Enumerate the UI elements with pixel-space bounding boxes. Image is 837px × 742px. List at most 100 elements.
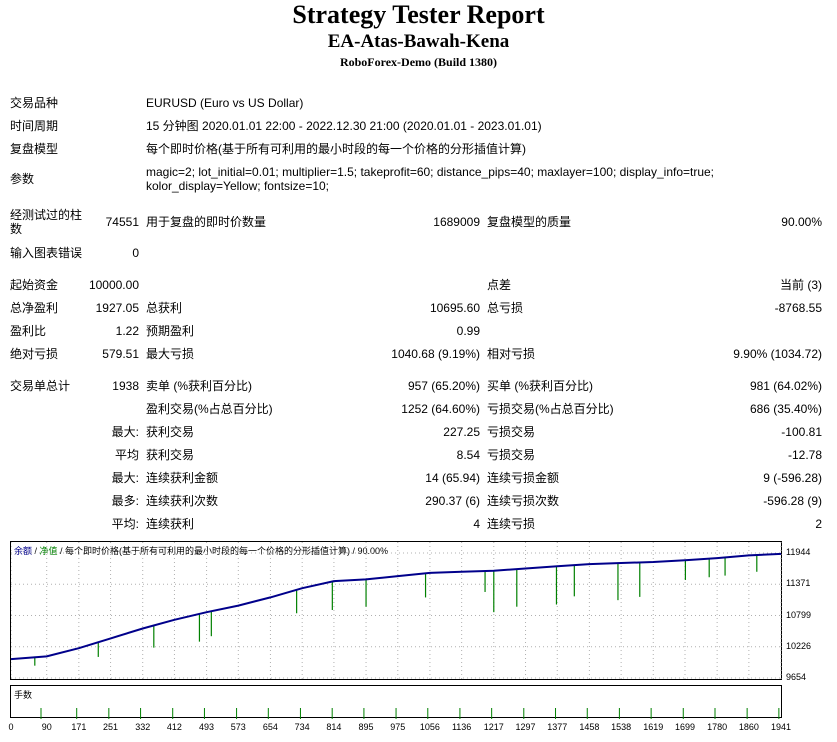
average-loss-value: -12.78 <box>787 448 822 462</box>
average-label: 平均 <box>114 448 139 462</box>
legend-balance: 余额 <box>14 546 33 556</box>
abs-drawdown-value: 579.51 <box>102 347 139 361</box>
errors-value: 0 <box>132 246 139 260</box>
legend-rest: / 每个即时价格(基于所有可利用的最小时段的每一个价格的分形插值计算) / 90… <box>57 546 389 556</box>
x-tick-label: 171 <box>71 722 87 732</box>
x-tick-label: 1699 <box>674 722 695 732</box>
net-profit-label: 总净盈利 <box>10 301 59 315</box>
y-tick-label: 11371 <box>786 578 811 589</box>
average-profit-value: 8.54 <box>456 448 480 462</box>
balance-chart-plot <box>11 542 783 681</box>
lots-chart: 手数 <box>10 685 782 719</box>
x-tick-label: 412 <box>166 722 182 732</box>
model-label: 复盘模型 <box>10 142 59 156</box>
x-tick-label: 0 <box>8 722 14 732</box>
profit-trades-label: 盈利交易(%占总百分比) <box>146 402 273 416</box>
bars-label-1: 经测试过的柱 <box>10 208 83 222</box>
x-tick-label: 1941 <box>770 722 792 732</box>
x-tick-label: 1780 <box>707 722 728 732</box>
expected-payoff-value: 0.99 <box>456 324 480 338</box>
ea-name: EA-Atas-Bawah-Kena <box>327 31 510 52</box>
x-tick-label: 251 <box>103 722 119 732</box>
max-drawdown-label: 最大亏损 <box>146 347 195 361</box>
profit-trades-value: 1252 (64.60%) <box>401 402 480 416</box>
lots-chart-plot <box>40 708 780 719</box>
loss-trades-value: 686 (35.40%) <box>749 402 822 416</box>
x-tick-label: 1619 <box>643 722 664 732</box>
gross-loss-value: -8768.55 <box>774 301 822 315</box>
x-tick-label: 1136 <box>451 722 472 732</box>
avg-consec-losses-value: 2 <box>815 517 822 531</box>
bars-value: 74551 <box>105 215 139 229</box>
y-tick-label: 9654 <box>786 672 807 682</box>
x-tick-label: 814 <box>326 722 342 732</box>
gross-profit-value: 10695.60 <box>429 301 480 315</box>
quality-value: 90.00% <box>781 215 822 229</box>
x-tick-label: 493 <box>199 722 215 732</box>
rel-drawdown-label: 相对亏损 <box>487 347 536 361</box>
x-tick-label: 573 <box>230 722 246 732</box>
profit-factor-label: 盈利比 <box>10 324 47 338</box>
params-line-1: magic=2; lot_initial=0.01; multiplier=1.… <box>146 165 715 179</box>
largest-profit-label: 获利交易 <box>146 425 195 439</box>
legend-equity: 净值 <box>39 546 58 556</box>
x-tick-label: 1377 <box>547 722 568 732</box>
spread-value: 当前 (3) <box>779 278 822 292</box>
consec-losses-money-label: 连续亏损金额 <box>487 471 560 485</box>
rel-drawdown-value: 9.90% (1034.72) <box>733 347 822 361</box>
profit-factor-value: 1.22 <box>115 324 139 338</box>
consec-profit-count-label: 连续获利次数 <box>146 494 219 508</box>
abs-drawdown-label: 绝对亏损 <box>10 347 59 361</box>
average-loss-label: 亏损交易 <box>487 448 536 462</box>
x-tick-label: 1056 <box>419 722 440 732</box>
avg-consec-losses-label: 连续亏损 <box>487 517 536 531</box>
x-tick-label: 1458 <box>579 722 600 732</box>
errors-label: 输入图表错误 <box>10 246 83 260</box>
total-trades-label: 交易单总计 <box>10 379 71 393</box>
long-label: 买单 (%获利百分比) <box>487 379 593 393</box>
gross-loss-label: 总亏损 <box>487 301 524 315</box>
consec-loss-count-value: -596.28 (9) <box>763 494 822 508</box>
x-tick-label: 654 <box>262 722 278 732</box>
long-value: 981 (64.02%) <box>749 379 822 393</box>
largest-profit-value: 227.25 <box>443 425 480 439</box>
average-profit-label: 获利交易 <box>146 448 195 462</box>
max2-label: 最大: <box>111 471 139 485</box>
loss-trades-label: 亏损交易(%占总百分比) <box>487 402 614 416</box>
x-tick-label: 332 <box>135 722 151 732</box>
largest-loss-label: 亏损交易 <box>487 425 536 439</box>
short-value: 957 (65.20%) <box>407 379 480 393</box>
avg2-label: 平均: <box>111 517 139 531</box>
net-profit-value: 1927.05 <box>95 301 139 315</box>
consec-wins-money-label: 连续获利金额 <box>146 471 219 485</box>
ticks-value: 1689009 <box>433 215 480 229</box>
bars-label-2: 数 <box>10 222 23 236</box>
deposit-label: 起始资金 <box>10 278 59 292</box>
report-title: Strategy Tester Report <box>292 0 545 29</box>
chart-caption: 余额 / 净值 / 每个即时价格(基于所有可利用的最小时段的每一个价格的分形插值… <box>14 544 388 557</box>
params-label: 参数 <box>10 172 35 186</box>
quality-label: 复盘模型的质量 <box>487 215 572 229</box>
symbol-value: EURUSD (Euro vs US Dollar) <box>146 96 304 110</box>
x-tick-label: 1860 <box>738 722 759 732</box>
x-tick-label: 1538 <box>611 722 632 732</box>
params-line-2: kolor_display=Yellow; fontsize=10; <box>146 179 330 193</box>
short-label: 卖单 (%获利百分比) <box>146 379 252 393</box>
symbol-label: 交易品种 <box>10 96 59 110</box>
period-value: 15 分钟图 2020.01.01 22:00 - 2022.12.30 21:… <box>146 119 542 133</box>
consec-loss-count-label: 连续亏损次数 <box>487 494 560 508</box>
x-tick-label: 1297 <box>515 722 536 732</box>
lots-caption: 手数 <box>14 690 33 700</box>
x-tick-label: 1217 <box>483 722 504 732</box>
balance-line <box>11 552 782 661</box>
period-label: 时间周期 <box>10 119 59 133</box>
largest-label: 最大: <box>111 425 139 439</box>
deposit-value: 10000.00 <box>88 278 139 292</box>
y-tick-label: 11944 <box>786 547 811 557</box>
largest-loss-value: -100.81 <box>781 425 822 439</box>
expected-payoff-label: 预期盈利 <box>146 324 195 338</box>
gross-profit-label: 总获利 <box>146 301 183 315</box>
x-tick-label: 975 <box>390 722 406 732</box>
server-name: RoboForex-Demo (Build 1380) <box>339 55 498 69</box>
x-tick-label: 895 <box>358 722 374 732</box>
